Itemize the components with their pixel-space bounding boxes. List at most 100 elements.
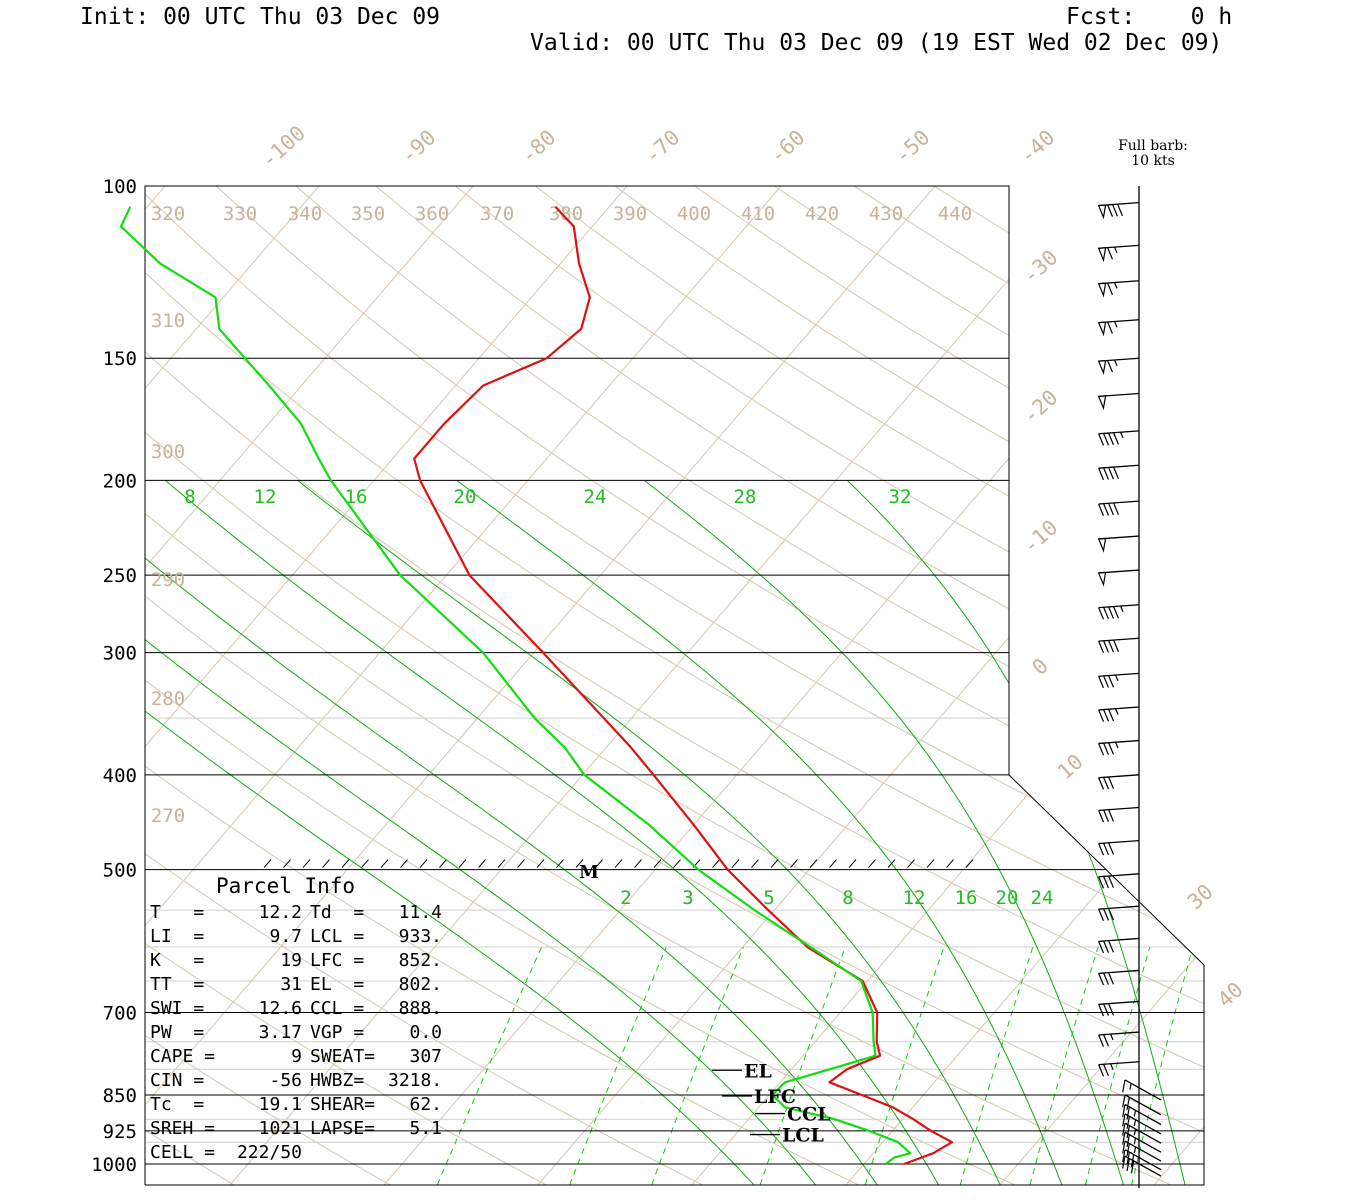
wind-barb-pennant [1097, 321, 1107, 337]
wind-barb-feather [1103, 940, 1110, 953]
wind-barb-staff [1098, 1031, 1140, 1036]
mixing-ratio-label: 5 [763, 887, 774, 909]
wind-barb-staff [1098, 464, 1140, 469]
wind-barb-staff [1098, 604, 1140, 609]
wind-barb [1098, 873, 1140, 889]
wind-barb-staff [1098, 774, 1140, 779]
moist-adiabat-line [145, 480, 878, 1185]
dry-adiabat-line [943, 186, 1204, 1185]
dry-adiabat-label: 400 [677, 203, 711, 225]
dry-adiabat-label: 340 [288, 203, 322, 225]
temperature-trace [413, 205, 954, 1166]
wind-barb-staff [1098, 637, 1140, 642]
mixing-ratio-label: 3 [682, 887, 693, 909]
wind-barb-staff [1124, 1079, 1162, 1101]
wind-barb [1098, 430, 1140, 446]
dry-adiabat-label: 300 [151, 441, 185, 463]
parcel-info-label: TT = [150, 974, 205, 995]
dry-adiabat-line [145, 186, 859, 1185]
wind-barb-feather [1098, 777, 1105, 790]
wind-barb-staff [1098, 806, 1140, 812]
wind-barb-staff [1124, 1131, 1162, 1153]
wind-barb-feather [1108, 708, 1115, 722]
wind-barb-pennant [1097, 204, 1107, 220]
wind-barb-feather [1107, 247, 1114, 260]
hatch-tick [283, 859, 291, 868]
wind-barb-feather [1108, 809, 1115, 822]
parcel-info-value: 933. [398, 926, 442, 947]
moist-adiabat-line [145, 480, 816, 1185]
isotherm-line [145, 186, 671, 1185]
parcel-info-row: SREH = 1021 LAPSE= 5.1 [150, 1117, 442, 1141]
wind-barb-feather [1103, 742, 1110, 756]
parcel-info-rows: T = 12.2 Td = 11.4 LI = 9.7 LCL = 933. K = 19 LFC … [150, 901, 442, 1165]
parcel-info-row: CELL = 222/50 [150, 1141, 442, 1165]
wind-barb-staff [1124, 1149, 1162, 1171]
wind-barb-staff [1098, 839, 1140, 845]
wind-barb-feather [1122, 1149, 1126, 1163]
level-marker-label: CCL [787, 1104, 831, 1126]
mixing-ratio-line [1131, 946, 1194, 1185]
dry-adiabat-label: 370 [480, 203, 514, 225]
wind-barb-half-feather [1115, 674, 1119, 682]
parcel-info-value: 307 [409, 1046, 442, 1067]
wind-barb-feather [1126, 1116, 1130, 1129]
wind-barb-feather [1112, 204, 1118, 217]
parcel-info-label: HWBZ= [310, 1070, 365, 1091]
mixing-ratio-label: 2 [620, 887, 631, 909]
moist-adiabat-line [164, 480, 940, 1185]
wind-barb-feather [1108, 432, 1115, 446]
parcel-info-label: SREH = [150, 1118, 216, 1139]
parcel-info-label: PW = [150, 1022, 205, 1043]
isotherm-label: -60 [765, 125, 809, 168]
dry-adiabat-line [556, 186, 1204, 1185]
isotherm-line [145, 186, 979, 1185]
dry-adiabat-label: 390 [613, 203, 647, 225]
parcel-info-value: 9 [291, 1046, 302, 1067]
parcel-info-row: T = 12.2 Td = 11.4 [150, 901, 442, 925]
isotherm-label: -30 [1018, 245, 1062, 288]
wind-barb [1098, 839, 1140, 856]
parcel-info-value: 3.17 [258, 1022, 302, 1043]
wind-barb-feather [1108, 467, 1115, 480]
dry-adiabat-label: 330 [223, 203, 257, 225]
wind-barb-half-feather [1115, 708, 1119, 715]
wind-barb [1098, 500, 1140, 516]
isotherm-label: -20 [1018, 385, 1062, 428]
mixing-ratio-label: 20 [996, 887, 1019, 909]
parcel-info-label: SWEAT= [310, 1046, 376, 1067]
hatch-tick [751, 859, 759, 868]
mixing-ratio-label: 16 [955, 887, 978, 909]
parcel-info-row: CAPE = 9 SWEAT= 307 [150, 1045, 442, 1069]
wind-barb-half-feather [1133, 1110, 1137, 1117]
wind-barb-feather [1098, 743, 1105, 756]
mixing-ratio-line [759, 946, 846, 1185]
wind-barb-feather [1113, 502, 1119, 515]
parcel-info-value: 3218. [388, 1070, 443, 1091]
wind-barb-feather [1122, 1079, 1126, 1093]
wind-barb-feather [1098, 607, 1105, 620]
wind-barb-feather [1098, 941, 1105, 954]
wind-barb-feather [1108, 875, 1115, 888]
parcel-info-row: TT = 31 EL = 802. [150, 973, 442, 997]
wind-barb [1122, 1131, 1162, 1153]
wind-barb [1097, 244, 1140, 263]
pressure-tick-label: 150 [103, 348, 137, 370]
parcel-info-label: CIN = [150, 1070, 205, 1091]
wind-barb-feather [1126, 1143, 1130, 1157]
wind-barb-staff [1124, 1122, 1162, 1144]
dry-adiabat-line [145, 186, 390, 1185]
parcel-info-value: 852. [398, 950, 442, 971]
moist-adiabat-line [297, 480, 1001, 1185]
dry-adiabat-line [478, 186, 1204, 1185]
wind-barb-feather [1108, 742, 1115, 755]
wind-barb-staff [1098, 739, 1140, 745]
dry-adiabat-label: 350 [351, 203, 385, 225]
wind-barb [1122, 1140, 1162, 1162]
wind-barb-feather [1098, 1034, 1105, 1047]
wind-barb-pennant [1097, 359, 1107, 375]
wind-barb-half-feather [1110, 1033, 1114, 1041]
wind-barb-pennant [1097, 395, 1107, 411]
wind-barb-feather [1107, 321, 1114, 334]
